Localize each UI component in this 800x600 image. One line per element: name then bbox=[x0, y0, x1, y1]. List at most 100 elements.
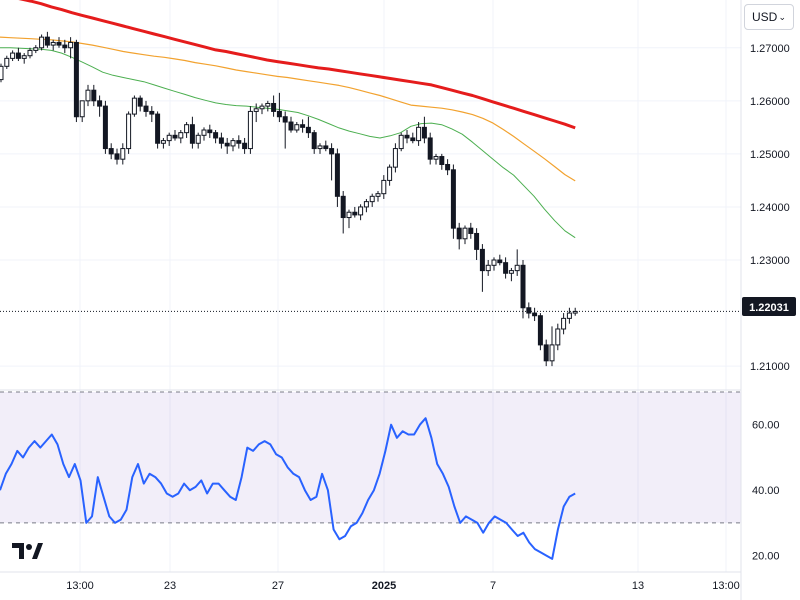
candle-body-down bbox=[439, 156, 445, 165]
candle-body-down bbox=[474, 232, 480, 250]
candle-body-up bbox=[375, 193, 381, 197]
candle-body-up bbox=[555, 328, 561, 346]
candle-body-down bbox=[532, 312, 538, 317]
candle-body-down bbox=[56, 41, 62, 46]
candle bbox=[421, 116, 427, 144]
candle bbox=[485, 260, 491, 276]
candle-body-up bbox=[160, 140, 166, 144]
candle-body-up bbox=[508, 270, 514, 274]
candle bbox=[462, 225, 468, 245]
candle bbox=[33, 45, 39, 54]
candle bbox=[15, 47, 21, 62]
candle bbox=[427, 132, 433, 165]
candle-body-up bbox=[561, 317, 567, 330]
candle bbox=[503, 257, 509, 279]
rsi-axis[interactable]: 60.00 40.00 20.00 bbox=[752, 420, 780, 563]
candle bbox=[398, 132, 404, 152]
candle-body-up bbox=[4, 57, 10, 67]
candle bbox=[433, 153, 439, 165]
candlestick-series bbox=[0, 31, 578, 367]
candle-body-down bbox=[288, 121, 294, 131]
chevron-down-icon: ⌄ bbox=[778, 11, 786, 22]
price-axis[interactable]: 1.27000 1.26000 1.25000 1.24000 1.23000 1.210… bbox=[750, 43, 790, 373]
candle-body-down bbox=[114, 153, 120, 160]
candle bbox=[4, 55, 10, 69]
candle-body-up bbox=[195, 134, 201, 144]
candle bbox=[543, 339, 549, 367]
candle-body-up bbox=[416, 126, 422, 142]
candle bbox=[317, 143, 323, 154]
candle bbox=[253, 103, 259, 123]
candle bbox=[526, 302, 532, 319]
candle-body-down bbox=[137, 97, 143, 107]
candle bbox=[416, 122, 422, 146]
candle bbox=[155, 111, 161, 149]
candle bbox=[439, 153, 445, 170]
candle-body-down bbox=[468, 227, 474, 234]
candle bbox=[114, 148, 120, 165]
candle bbox=[201, 127, 207, 141]
candle-body-up bbox=[39, 36, 45, 49]
candle-body-up bbox=[259, 105, 265, 110]
candle bbox=[137, 95, 143, 112]
last-price-value: 1.22031 bbox=[749, 302, 789, 314]
candle bbox=[346, 209, 352, 229]
candle bbox=[149, 106, 155, 123]
currency-selector[interactable]: USD ⌄ bbox=[744, 4, 794, 30]
logo-mark-right bbox=[32, 543, 43, 559]
candle bbox=[508, 267, 514, 282]
price-tick-label: 1.24000 bbox=[750, 202, 790, 214]
candle bbox=[247, 106, 253, 154]
candle-body-down bbox=[207, 129, 213, 134]
candle bbox=[184, 122, 190, 138]
candle bbox=[282, 111, 288, 149]
price-tick-label: 1.25000 bbox=[750, 149, 790, 161]
candle-body-up bbox=[392, 148, 398, 168]
candle-body-up bbox=[433, 156, 439, 160]
candle-body-up bbox=[21, 55, 27, 59]
rsi-tick-label: 60.00 bbox=[752, 420, 780, 432]
candle bbox=[85, 84, 91, 107]
candle-body-up bbox=[381, 179, 387, 195]
candle bbox=[242, 137, 248, 154]
candle bbox=[189, 116, 195, 149]
candle-body-down bbox=[311, 132, 317, 150]
candle-body-up bbox=[265, 102, 271, 107]
candle bbox=[561, 313, 567, 335]
candle bbox=[288, 116, 294, 133]
candle bbox=[358, 204, 364, 221]
candle bbox=[195, 132, 201, 149]
candle-body-up bbox=[387, 166, 393, 181]
time-axis[interactable]: 13:00 23 27 2025 7 13 13:00 bbox=[66, 580, 740, 592]
last-price-badge: 1.22031 bbox=[742, 297, 796, 316]
candle-body-down bbox=[410, 137, 416, 142]
candle bbox=[555, 323, 561, 351]
time-tick-label: 13:00 bbox=[66, 580, 94, 592]
logo-mark-dot bbox=[26, 544, 32, 550]
candle bbox=[27, 47, 33, 59]
candle bbox=[369, 193, 375, 207]
candle-body-down bbox=[421, 126, 427, 139]
candle-body-down bbox=[97, 100, 103, 107]
candle-body-up bbox=[491, 259, 497, 266]
candle bbox=[468, 222, 474, 239]
candle-body-down bbox=[143, 105, 149, 112]
candle bbox=[0, 63, 4, 83]
candle-body-down bbox=[44, 36, 50, 46]
candle-body-down bbox=[213, 132, 219, 139]
candle-body-down bbox=[340, 195, 346, 219]
candle bbox=[166, 132, 172, 146]
candle bbox=[143, 100, 149, 117]
price-tick-label: 1.23000 bbox=[750, 255, 790, 267]
candle-body-up bbox=[79, 100, 85, 118]
time-tick-label: 2025 bbox=[372, 580, 396, 592]
candle-body-up bbox=[33, 47, 39, 51]
candle-body-up bbox=[462, 227, 468, 240]
candle bbox=[532, 307, 538, 322]
candle bbox=[363, 198, 369, 213]
tradingview-logo[interactable] bbox=[10, 540, 44, 562]
candle-body-down bbox=[172, 134, 178, 139]
candle-body-up bbox=[566, 312, 572, 319]
candle-body-up bbox=[253, 108, 259, 112]
